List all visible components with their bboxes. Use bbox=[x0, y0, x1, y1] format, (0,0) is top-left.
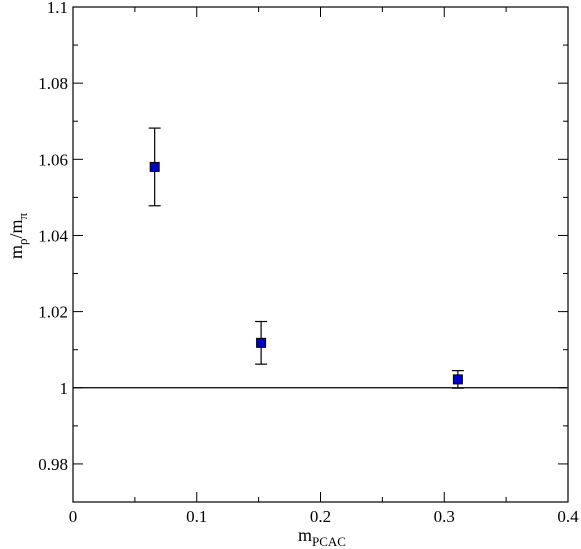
data-series bbox=[148, 127, 464, 389]
x-axis: 0 0.1 0.2 0.3 0.4 bbox=[69, 7, 579, 526]
x-axis-label-sub: PCAC bbox=[312, 534, 346, 549]
x-axis-label: mPCAC bbox=[298, 525, 346, 549]
data-point bbox=[149, 161, 160, 172]
y-axis-label: mρ/mπ bbox=[6, 213, 30, 260]
x-tick-label: 0.4 bbox=[557, 507, 579, 526]
y-axis-label-sub-rho: ρ bbox=[15, 239, 30, 246]
data-point bbox=[452, 374, 463, 385]
x-tick-label: 0.3 bbox=[434, 507, 455, 526]
y-tick-label: 0.98 bbox=[38, 455, 68, 474]
x-axis-label-main: m bbox=[298, 525, 312, 545]
data-point bbox=[256, 337, 267, 348]
x-tick-label: 0.1 bbox=[186, 507, 207, 526]
y-tick-label: 1.06 bbox=[38, 150, 68, 169]
x-tick-label: 0.2 bbox=[310, 507, 331, 526]
y-tick-label: 1 bbox=[60, 379, 69, 398]
y-tick-label: 1.1 bbox=[47, 0, 68, 17]
x-tick-label: 0 bbox=[69, 507, 78, 526]
plot-frame bbox=[72, 6, 569, 503]
plot-border bbox=[72, 6, 569, 503]
y-tick-label: 1.02 bbox=[38, 303, 68, 322]
y-axis-label-sep: /m bbox=[6, 220, 26, 239]
y-axis-label-main: m bbox=[6, 245, 26, 259]
y-axis: 0.98 1 1.02 1.04 1.06 1.08 1.1 bbox=[38, 0, 568, 503]
y-tick-label: 1.04 bbox=[38, 226, 68, 245]
y-tick-label: 1.08 bbox=[38, 74, 68, 93]
y-axis-label-sub-pi: π bbox=[15, 213, 30, 220]
